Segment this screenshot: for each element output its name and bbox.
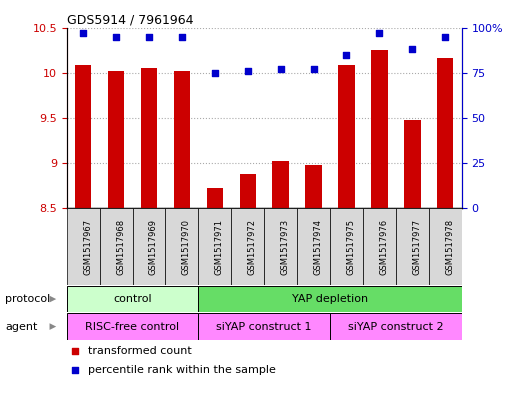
Bar: [363, 208, 396, 285]
Bar: [108, 71, 124, 208]
Point: [244, 68, 252, 74]
Point: [79, 30, 87, 36]
Bar: [429, 208, 462, 285]
Text: GSM1517968: GSM1517968: [116, 219, 125, 275]
Point: [178, 33, 186, 40]
Point: [211, 70, 219, 76]
Text: GSM1517969: GSM1517969: [149, 219, 158, 275]
Text: GSM1517974: GSM1517974: [313, 219, 323, 275]
Text: GSM1517972: GSM1517972: [248, 219, 256, 275]
Point: [342, 51, 350, 58]
Point: [145, 33, 153, 40]
Bar: [437, 58, 453, 208]
Text: transformed count: transformed count: [88, 345, 192, 356]
Text: GSM1517977: GSM1517977: [412, 219, 421, 275]
Point: [112, 33, 120, 40]
Text: GSM1517976: GSM1517976: [380, 219, 388, 275]
Bar: [67, 286, 199, 312]
Text: GSM1517967: GSM1517967: [83, 219, 92, 275]
Bar: [67, 313, 199, 340]
Bar: [305, 165, 322, 208]
Bar: [330, 208, 363, 285]
Point: [376, 30, 384, 36]
Text: control: control: [113, 294, 152, 304]
Text: GSM1517975: GSM1517975: [346, 219, 356, 275]
Text: agent: agent: [5, 321, 37, 332]
Point: [70, 347, 78, 354]
Bar: [404, 120, 421, 208]
Bar: [231, 208, 264, 285]
Bar: [297, 208, 330, 285]
Text: YAP depletion: YAP depletion: [292, 294, 368, 304]
Bar: [371, 50, 388, 208]
Bar: [165, 208, 199, 285]
Bar: [132, 208, 165, 285]
Bar: [75, 66, 91, 208]
Point: [309, 66, 318, 72]
Text: GSM1517971: GSM1517971: [215, 219, 224, 275]
Text: siYAP construct 2: siYAP construct 2: [348, 321, 444, 332]
Bar: [100, 208, 132, 285]
Bar: [396, 208, 429, 285]
Bar: [338, 66, 354, 208]
Bar: [67, 208, 100, 285]
Text: RISC-free control: RISC-free control: [86, 321, 180, 332]
Bar: [199, 313, 330, 340]
Bar: [199, 286, 462, 312]
Bar: [199, 208, 231, 285]
Text: GSM1517970: GSM1517970: [182, 219, 191, 275]
Bar: [264, 208, 297, 285]
Point: [408, 46, 417, 52]
Point: [277, 66, 285, 72]
Text: siYAP construct 1: siYAP construct 1: [216, 321, 312, 332]
Text: GSM1517973: GSM1517973: [281, 219, 290, 275]
Bar: [240, 174, 256, 208]
Text: percentile rank within the sample: percentile rank within the sample: [88, 365, 277, 375]
Bar: [330, 313, 462, 340]
Bar: [207, 188, 223, 208]
Text: protocol: protocol: [5, 294, 50, 304]
Text: GDS5914 / 7961964: GDS5914 / 7961964: [67, 13, 193, 26]
Bar: [141, 68, 157, 208]
Bar: [174, 71, 190, 208]
Text: GSM1517978: GSM1517978: [445, 219, 454, 275]
Point: [441, 33, 449, 40]
Bar: [272, 161, 289, 208]
Point: [70, 367, 78, 373]
